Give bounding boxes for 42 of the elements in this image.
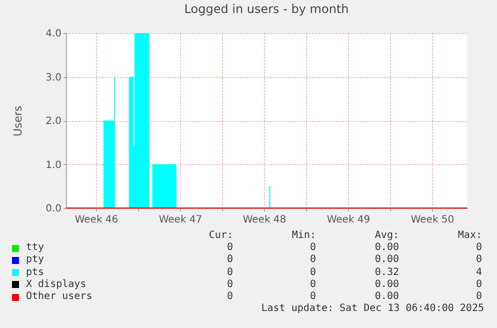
legend-label: pty bbox=[26, 254, 44, 267]
text: Min: bbox=[290, 230, 316, 242]
text: Max: bbox=[456, 230, 482, 242]
x-tick-label: Week 50 bbox=[410, 214, 454, 226]
x-tick-label: Week 48 bbox=[242, 214, 286, 226]
x-tick-label: Week 49 bbox=[326, 214, 370, 226]
legend-label: tty bbox=[26, 242, 44, 254]
y-tick-label: 0.0 bbox=[46, 204, 62, 214]
text: 0 bbox=[226, 290, 233, 304]
text: 0.00 bbox=[374, 278, 399, 291]
text: 0 bbox=[474, 242, 482, 254]
text: 0 bbox=[308, 266, 316, 279]
text: 0 bbox=[226, 266, 233, 279]
legend-label: X displays bbox=[26, 278, 86, 291]
x-tick-label: Week 47 bbox=[158, 214, 202, 226]
y-tick-label: 3.0 bbox=[46, 72, 62, 84]
text: 4 bbox=[474, 266, 482, 279]
text: Cur: bbox=[208, 230, 233, 242]
text: 0 bbox=[308, 278, 316, 291]
y-tick-label: 4.0 bbox=[46, 28, 62, 40]
chart-title: Logged in users - by month bbox=[184, 2, 349, 16]
text: 0.00 bbox=[374, 290, 399, 304]
legend-label: Other users bbox=[26, 290, 92, 304]
text: 0.32 bbox=[374, 266, 399, 279]
text: Last update: Sat Dec 13 06:40:00 2025 bbox=[260, 303, 485, 316]
text: 0 bbox=[226, 254, 233, 267]
y-axis-title: Users bbox=[12, 105, 25, 136]
text: 0 bbox=[226, 242, 233, 254]
y-tick-label: 1.0 bbox=[46, 160, 62, 171]
text: 0 bbox=[308, 290, 316, 303]
text: Avg: bbox=[374, 230, 399, 242]
text: 0.00 bbox=[374, 242, 399, 254]
text: 0 bbox=[308, 254, 316, 267]
text: 0 bbox=[308, 242, 316, 254]
legend-label: pts bbox=[26, 266, 44, 279]
text: 0 bbox=[474, 278, 482, 291]
text: 0 bbox=[474, 290, 482, 304]
text: 0 bbox=[226, 278, 233, 291]
x-tick-label: Week 46 bbox=[74, 214, 118, 226]
text: 0.00 bbox=[374, 254, 399, 267]
text: 0 bbox=[474, 254, 482, 267]
y-tick-label: 2.0 bbox=[46, 116, 62, 127]
